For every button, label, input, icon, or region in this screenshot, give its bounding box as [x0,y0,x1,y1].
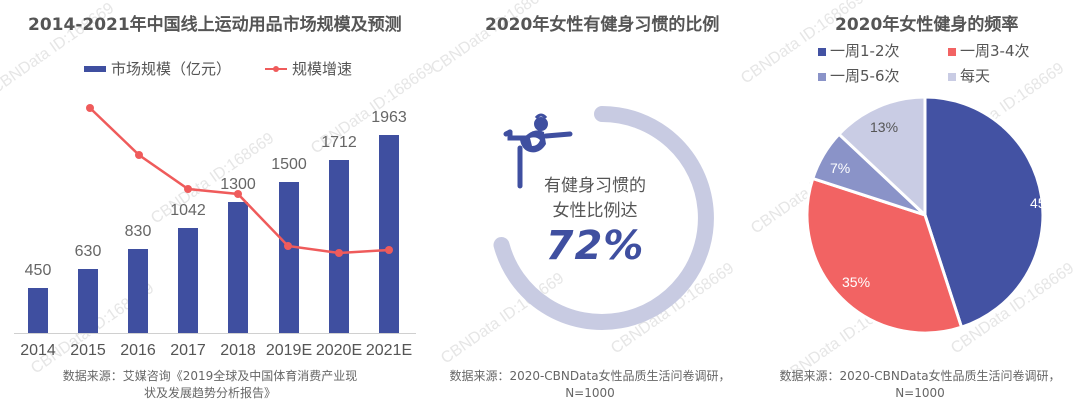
x-tick: 2017 [170,342,206,359]
bar-2017 [178,228,198,333]
chart-title: 2014-2021年中国线上运动用品市场规模及预测 [28,15,402,35]
ring-caption-line1: 有健身习惯的 [544,176,646,196]
legend-swatch [818,47,826,56]
x-tick: 2021E [365,342,413,359]
x-tick: 2018 [220,342,256,359]
legend-item: 每天 [948,65,990,86]
legend-line-swatch [265,65,288,72]
slice-label-7: 7% [830,160,851,176]
slice-label-35: 35% [842,274,871,290]
slice-label-13: 13% [870,119,899,135]
bar-value-label: 1963 [371,109,407,126]
bar-value-label: 1500 [271,156,307,173]
pie-legend: 一周1-2次 一周3-4次 一周5-6次 每天 [818,40,1078,86]
bar-value-label: 450 [24,262,52,279]
bar-2020E [329,160,349,333]
legend-item: 一周1-2次 [818,40,948,61]
bar-2015 [78,269,98,333]
legend-item: 一周3-4次 [948,40,1030,61]
pie-chart [805,95,1045,335]
source-note: 数据来源：艾媒咨询《2019全球及中国体育消费产业现 状及发展趋势分析报告》 [62,369,358,400]
growth-line [86,104,393,257]
x-axis-line [14,333,416,334]
legend-line-label: 规模增速 [292,60,353,78]
ring-caption-line2: 女性比例达 [552,201,638,221]
chart-title: 2020年女性有健身习惯的比例 [485,15,720,35]
slice-label-45: 45% [1030,195,1059,211]
bar-2021E [379,135,399,333]
bar-value-label: 1042 [170,202,206,219]
legend-swatch [818,72,826,81]
legend-swatch [948,72,956,81]
x-tick: 2019E [265,342,313,359]
bar-value-label: 630 [74,243,102,260]
legend-bar-label: 市场规模（亿元） [111,60,232,78]
x-tick: 2020E [315,342,363,359]
source-note: 数据来源：2020-CBNData女性品质生活问卷调研， N=1000 [779,369,1061,400]
legend-swatch [948,47,956,56]
bar-value-label: 1712 [321,134,357,151]
legend-bar-swatch [84,65,106,72]
bar-2018 [228,202,248,333]
yoga-figure-icon [503,113,573,189]
legend-item: 一周5-6次 [818,65,948,86]
bar-2019E [279,182,299,333]
x-tick: 2016 [120,342,156,359]
source-note: 数据来源：2020-CBNData女性品质生活问卷调研， N=1000 [449,369,731,400]
chart-title: 2020年女性健身的频率 [835,15,1019,35]
x-tick: 2014 [20,342,56,359]
ring-percent-value: 72% [545,223,645,269]
progress-ring [493,106,714,330]
bar-value-label: 1300 [220,176,256,193]
bar-value-label: 830 [124,223,152,240]
bar-2016 [128,249,148,333]
bar-2014 [28,288,48,333]
x-tick: 2015 [70,342,106,359]
chart-legend: 市场规模（亿元） 规模增速 [84,58,352,79]
